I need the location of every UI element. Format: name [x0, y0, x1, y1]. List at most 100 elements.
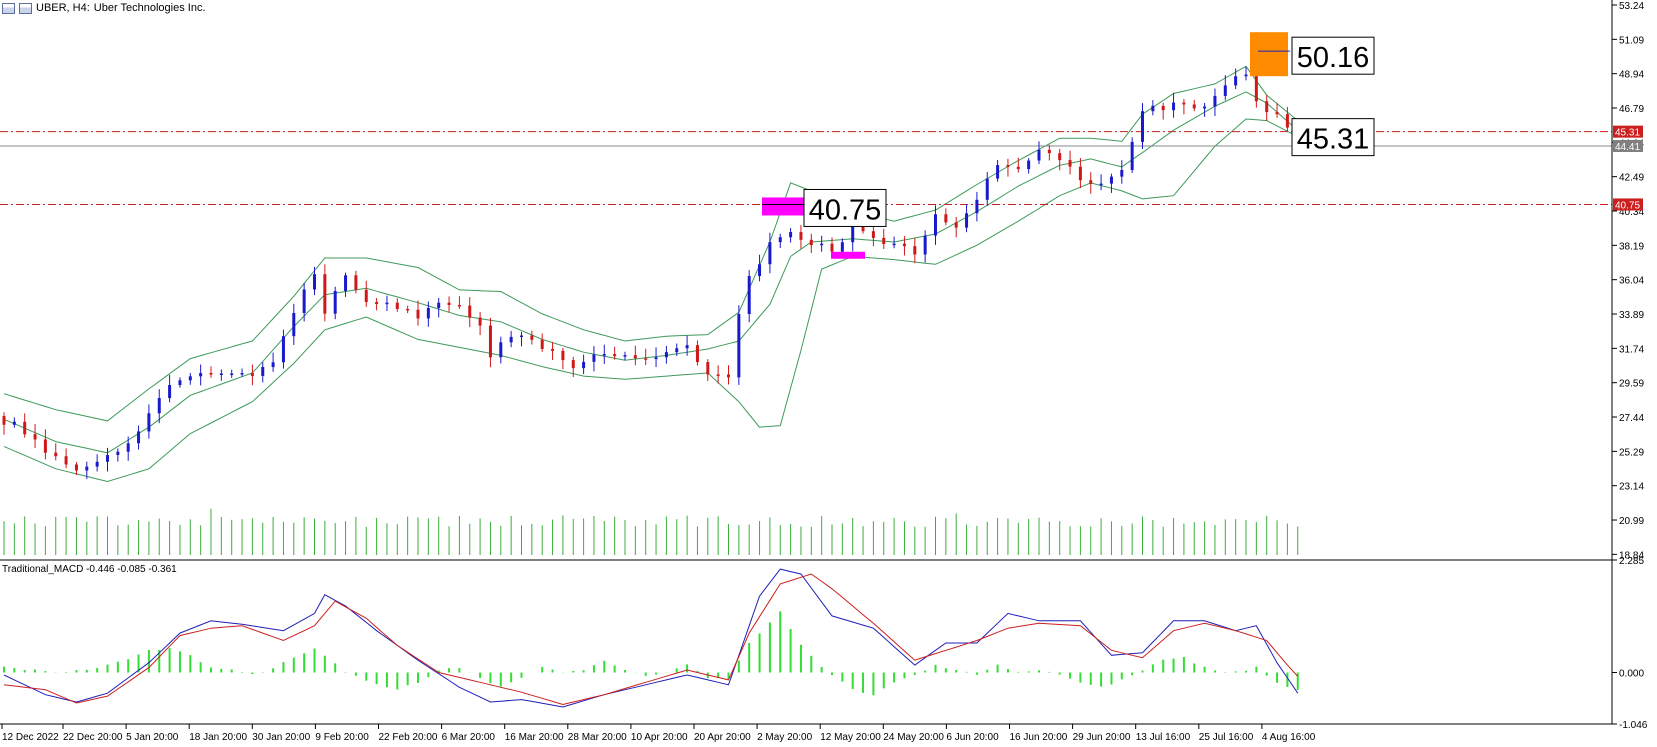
candle[interactable]: [654, 347, 658, 368]
candle[interactable]: [95, 454, 99, 472]
candle[interactable]: [1244, 66, 1248, 81]
candle[interactable]: [871, 224, 875, 247]
candle[interactable]: [1141, 103, 1144, 150]
candle[interactable]: [240, 368, 244, 377]
candle[interactable]: [395, 298, 399, 312]
candle[interactable]: [954, 217, 958, 238]
candle[interactable]: [1089, 172, 1093, 194]
candle[interactable]: [892, 236, 896, 249]
candle[interactable]: [602, 344, 606, 364]
candle[interactable]: [33, 423, 37, 448]
candle[interactable]: [509, 330, 513, 348]
candle[interactable]: [488, 317, 492, 368]
candle[interactable]: [1047, 144, 1051, 161]
candle[interactable]: [385, 295, 389, 312]
candle[interactable]: [354, 270, 358, 294]
candle[interactable]: [230, 369, 234, 378]
candle[interactable]: [1203, 102, 1207, 117]
candle[interactable]: [1275, 102, 1279, 118]
candle[interactable]: [664, 345, 668, 364]
candle[interactable]: [333, 286, 337, 320]
candle[interactable]: [592, 346, 596, 372]
candle[interactable]: [199, 364, 203, 386]
candle[interactable]: [520, 331, 523, 347]
candle[interactable]: [468, 297, 472, 328]
candle[interactable]: [1265, 94, 1269, 121]
candle[interactable]: [789, 228, 793, 243]
candle[interactable]: [1109, 173, 1113, 193]
candle[interactable]: [137, 425, 141, 450]
candle[interactable]: [74, 461, 78, 476]
candle[interactable]: [582, 354, 586, 375]
candle[interactable]: [561, 347, 565, 370]
candle[interactable]: [323, 264, 327, 322]
candle[interactable]: [157, 389, 161, 424]
candle[interactable]: [219, 369, 223, 381]
candle[interactable]: [1223, 75, 1227, 101]
candle[interactable]: [375, 297, 379, 311]
candle[interactable]: [975, 191, 979, 222]
candle[interactable]: [313, 266, 316, 296]
candle[interactable]: [188, 372, 192, 385]
candle[interactable]: [147, 404, 151, 439]
candle[interactable]: [106, 447, 109, 472]
candle[interactable]: [1120, 160, 1124, 184]
chart-window-icon[interactable]: [2, 2, 15, 14]
candle[interactable]: [116, 448, 120, 462]
candle[interactable]: [716, 365, 720, 384]
price-marker[interactable]: [1613, 198, 1643, 211]
candle[interactable]: [1172, 92, 1176, 118]
candle[interactable]: [944, 208, 948, 226]
candle[interactable]: [1027, 158, 1031, 174]
chart-data-icon[interactable]: [19, 2, 32, 14]
candle[interactable]: [1078, 157, 1082, 189]
candle[interactable]: [1099, 174, 1103, 191]
candle[interactable]: [23, 413, 27, 438]
candle[interactable]: [250, 364, 254, 386]
candle[interactable]: [12, 417, 16, 428]
candle[interactable]: [644, 348, 648, 366]
candle[interactable]: [1016, 157, 1020, 173]
candle[interactable]: [1058, 148, 1062, 171]
candle[interactable]: [271, 352, 275, 372]
candle[interactable]: [426, 301, 430, 327]
main-price-panel[interactable]: 50.16 45.31 40.75: [0, 32, 1612, 555]
candle[interactable]: [996, 159, 1000, 182]
candle[interactable]: [1213, 88, 1217, 117]
magenta-marker[interactable]: [831, 251, 865, 259]
candle[interactable]: [1192, 99, 1196, 112]
candle[interactable]: [695, 340, 699, 366]
candle[interactable]: [934, 205, 937, 245]
candle[interactable]: [406, 305, 410, 314]
candle[interactable]: [913, 237, 917, 264]
candle[interactable]: [209, 366, 213, 378]
candle[interactable]: [1151, 100, 1155, 116]
candle[interactable]: [2, 412, 6, 435]
candle[interactable]: [727, 365, 730, 385]
candle[interactable]: [882, 228, 886, 249]
candle[interactable]: [85, 461, 89, 479]
candle[interactable]: [623, 351, 627, 361]
candle[interactable]: [447, 296, 451, 313]
candle[interactable]: [457, 296, 461, 309]
candle[interactable]: [1285, 106, 1289, 133]
candle[interactable]: [965, 204, 969, 233]
candle[interactable]: [168, 375, 172, 403]
candle[interactable]: [778, 233, 782, 249]
candle[interactable]: [364, 280, 368, 307]
price-marker[interactable]: [1613, 125, 1643, 138]
candle[interactable]: [675, 343, 679, 357]
candle[interactable]: [902, 236, 906, 256]
candle[interactable]: [1037, 141, 1041, 165]
target-zone-box[interactable]: [1250, 32, 1288, 77]
price-marker[interactable]: [1613, 140, 1643, 153]
candle[interactable]: [747, 270, 751, 323]
annotation-mid-box[interactable]: [1291, 118, 1375, 157]
candle[interactable]: [1182, 99, 1186, 115]
candle[interactable]: [985, 172, 989, 206]
annotation-low-box[interactable]: [803, 188, 887, 227]
candle[interactable]: [292, 303, 296, 345]
candle[interactable]: [499, 336, 503, 364]
candle[interactable]: [1130, 137, 1134, 173]
